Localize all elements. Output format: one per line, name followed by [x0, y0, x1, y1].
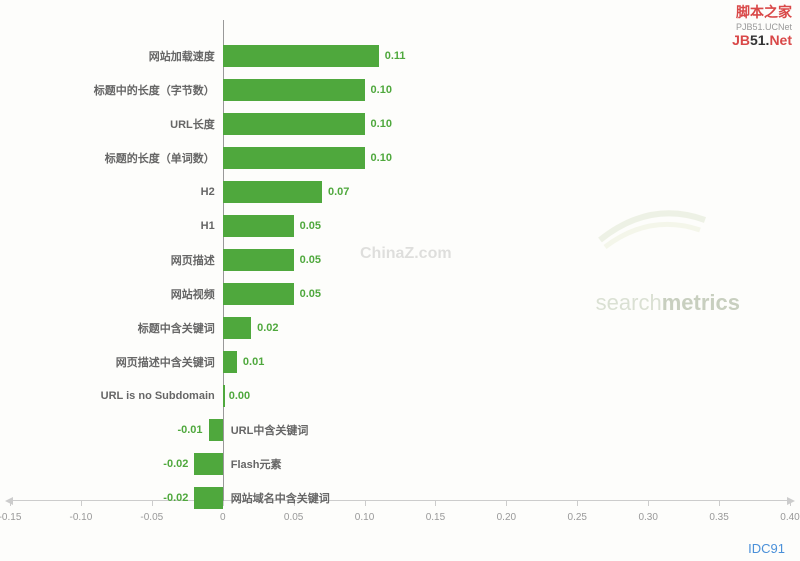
x-tick-label: -0.15	[0, 512, 21, 523]
bar-value: 0.10	[371, 84, 392, 96]
bottom-right-overlay: IDC91	[748, 541, 785, 556]
bar-label: H1	[201, 220, 215, 232]
bar-value: 0.07	[328, 186, 349, 198]
bar-value: 0.05	[300, 288, 321, 300]
x-tick-label: 0.40	[780, 512, 799, 523]
bar	[223, 181, 322, 203]
x-tick-label: 0.30	[638, 512, 657, 523]
bar	[223, 385, 225, 407]
bar	[223, 79, 365, 101]
bar	[209, 419, 223, 441]
x-tick-label: -0.10	[70, 512, 93, 523]
bar-row: 网站域名中含关键词 -0.02	[10, 487, 790, 509]
bar	[194, 453, 222, 475]
bar-label: 标题中含关键词	[138, 320, 215, 336]
bar	[223, 249, 294, 271]
bar	[223, 215, 294, 237]
overlay-line1: 脚本之家	[732, 2, 792, 22]
bar	[223, 147, 365, 169]
watermark-swoosh	[590, 195, 710, 255]
bar-value: 0.05	[300, 220, 321, 232]
bar-label: 标题的长度（单词数）	[105, 150, 215, 166]
bar-label: Flash元素	[231, 456, 282, 472]
bar-value: 0.11	[385, 50, 406, 62]
bar	[223, 283, 294, 305]
bar-value: -0.02	[163, 492, 188, 504]
x-tick-label: 0.35	[709, 512, 728, 523]
x-tick-label: 0.15	[426, 512, 445, 523]
bar-label: 网站视频	[171, 286, 215, 302]
bar-row: 网页描述中含关键词 0.01	[10, 351, 790, 373]
x-tick-label: 0	[220, 512, 226, 523]
bar-row: 标题中的长度（字节数） 0.10	[10, 79, 790, 101]
bar-row: URL长度 0.10	[10, 113, 790, 135]
bar-label: URL is no Subdomain	[101, 390, 215, 402]
bar-value: 0.01	[243, 356, 264, 368]
x-tick-label: 0.20	[497, 512, 516, 523]
bar-value: 0.02	[257, 322, 278, 334]
bar-value: 0.10	[371, 152, 392, 164]
bar-row: URL is no Subdomain 0.00	[10, 385, 790, 407]
overlay-line2: JB51.Net	[732, 32, 792, 48]
bar-value: 0.05	[300, 254, 321, 266]
bar	[223, 317, 251, 339]
x-tick	[790, 501, 791, 506]
bar-label: H2	[201, 186, 215, 198]
watermark-center: ChinaZ.com	[360, 245, 452, 263]
overlay-sub: PJB51.UCNet	[732, 22, 792, 32]
bar	[223, 45, 379, 67]
chart-container: -0.15-0.10-0.0500.050.100.150.200.250.30…	[10, 20, 790, 526]
bar	[223, 351, 237, 373]
bar-label: URL中含关键词	[231, 422, 309, 438]
top-right-overlay: 脚本之家 PJB51.UCNet JB51.Net	[732, 2, 792, 48]
x-tick-label: 0.10	[355, 512, 374, 523]
bar-label: 标题中的长度（字节数）	[94, 82, 215, 98]
bar-label: 网站域名中含关键词	[231, 490, 330, 506]
bar-value: -0.02	[163, 458, 188, 470]
bar-value: 0.00	[229, 390, 250, 402]
bar-value: 0.10	[371, 118, 392, 130]
bar-label: 网页描述中含关键词	[116, 354, 215, 370]
bar-row: 标题的长度（单词数） 0.10	[10, 147, 790, 169]
bar	[194, 487, 222, 509]
bar	[223, 113, 365, 135]
watermark-brand: searchmetrics	[596, 290, 740, 316]
bar-label: 网站加载速度	[149, 48, 215, 64]
x-tick-label: -0.05	[140, 512, 163, 523]
bar-row: 网站加载速度 0.11	[10, 45, 790, 67]
bar-label: 网页描述	[171, 252, 215, 268]
bar-value: -0.01	[177, 424, 202, 436]
bar-row: 标题中含关键词 0.02	[10, 317, 790, 339]
bar-row: URL中含关键词 -0.01	[10, 419, 790, 441]
x-tick-label: 0.25	[568, 512, 587, 523]
bar-row: Flash元素 -0.02	[10, 453, 790, 475]
bar-label: URL长度	[170, 116, 215, 132]
x-tick-label: 0.05	[284, 512, 303, 523]
